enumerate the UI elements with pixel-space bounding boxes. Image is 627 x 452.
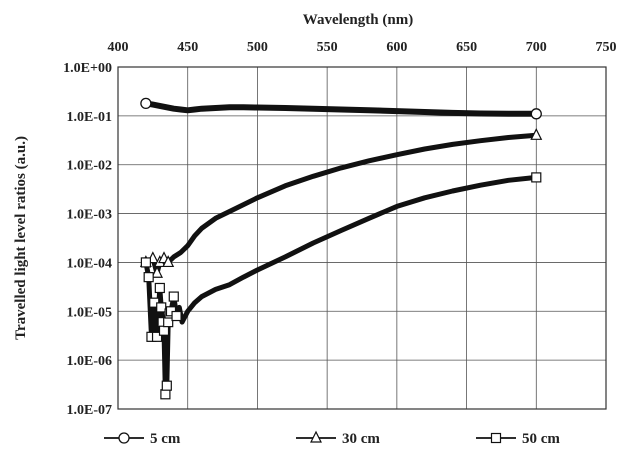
gridlines: [118, 67, 606, 409]
x-tick-labels: 400 450 500 550 600 650 700 750: [108, 40, 617, 55]
x-tick-label: 750: [596, 40, 617, 55]
legend-marker: [490, 432, 502, 444]
series-triangle: [139, 127, 543, 278]
legend-label: 30 cm: [342, 431, 380, 447]
legend-item: 5 cm: [104, 431, 181, 447]
legend-item: 30 cm: [296, 430, 380, 447]
data-point: [151, 331, 163, 342]
legend-item: 50 cm: [476, 431, 560, 447]
series-circle: [140, 97, 542, 120]
data-point: [160, 389, 171, 400]
y-tick-label: 1.0E-05: [67, 305, 113, 320]
data-point: [161, 380, 172, 391]
x-axis-label: Wavelength (nm): [303, 12, 413, 28]
data-point: [168, 291, 179, 302]
x-tick-label: 450: [177, 40, 198, 55]
data-point: [151, 265, 164, 278]
legend-marker: [118, 432, 130, 444]
x-tick-label: 400: [108, 40, 129, 55]
data-point: [158, 325, 170, 336]
y-tick-label: 1.0E-03: [67, 208, 113, 223]
legend-label: 5 cm: [150, 431, 181, 447]
y-tick-label: 1.0E+00: [63, 61, 112, 76]
y-tick-labels: 1.0E-07 1.0E-06 1.0E-05 1.0E-04 1.0E-03 1.0E-…: [63, 61, 112, 418]
series-line: [142, 100, 540, 117]
data-point: [530, 127, 543, 140]
x-tick-label: 550: [317, 40, 338, 55]
x-tick-label: 500: [247, 40, 268, 55]
series-square: [140, 172, 542, 400]
data-point: [156, 302, 167, 313]
legend-label: 50 cm: [522, 431, 560, 447]
x-tick-label: 600: [386, 40, 407, 55]
y-axis-label: Travelled light level ratios (a.u.): [13, 136, 29, 340]
y-tick-label: 1.0E-06: [67, 354, 113, 369]
x-tick-label: 650: [456, 40, 477, 55]
legend: 5 cm 30 cm 50 cm: [104, 430, 560, 447]
x-tick-label: 700: [526, 40, 547, 55]
y-tick-label: 1.0E-04: [67, 256, 113, 271]
data-point: [171, 310, 182, 322]
data-point: [162, 255, 175, 268]
data-point: [140, 97, 152, 110]
data-series: [139, 97, 543, 400]
data-point: [154, 282, 165, 294]
data-point: [143, 272, 154, 283]
series-line: [143, 132, 539, 276]
y-tick-label: 1.0E-01: [67, 110, 113, 125]
plot-frame: [117, 66, 607, 410]
series-line: [143, 174, 539, 397]
legend-marker: [310, 430, 322, 443]
data-point: [530, 108, 542, 120]
data-point: [163, 317, 174, 328]
y-tick-label: 1.0E-02: [67, 159, 113, 174]
y-tick-label: 1.0E-07: [67, 403, 113, 418]
data-point: [531, 172, 542, 183]
data-point: [140, 257, 151, 268]
